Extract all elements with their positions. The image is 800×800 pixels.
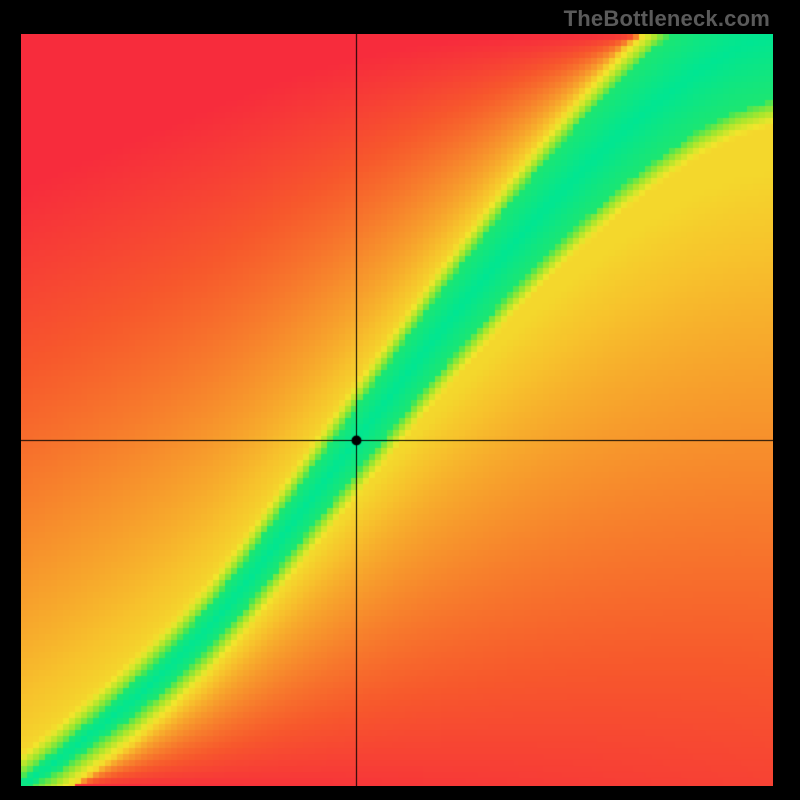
chart-frame: TheBottleneck.com (0, 0, 800, 800)
bottleneck-heatmap (21, 34, 773, 786)
watermark-text: TheBottleneck.com (564, 6, 770, 32)
